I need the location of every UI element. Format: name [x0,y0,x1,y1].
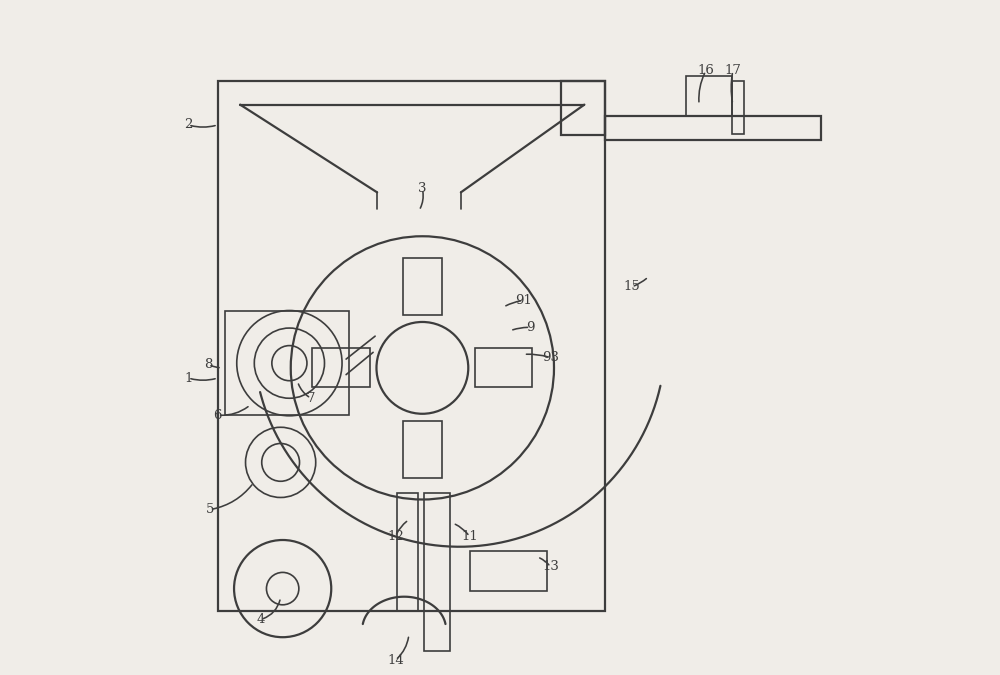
Text: 12: 12 [387,530,404,543]
Text: 13: 13 [542,560,559,574]
Bar [732,81,744,134]
Bar [561,81,605,135]
Bar [312,348,370,387]
Bar [397,493,418,611]
Text: 17: 17 [724,64,741,78]
Text: 8: 8 [204,358,213,371]
Text: 1: 1 [184,371,192,385]
Text: 16: 16 [697,64,714,78]
Bar [475,348,532,387]
Bar [424,493,450,651]
Bar [218,81,605,611]
Text: 9: 9 [526,321,535,334]
Text: 11: 11 [461,530,478,543]
Bar [470,551,547,591]
Bar [686,76,732,116]
Text: 91: 91 [515,294,532,307]
Text: 4: 4 [256,613,265,626]
Bar [605,116,821,140]
Text: 7: 7 [307,392,315,405]
Text: 15: 15 [623,280,640,294]
Text: 3: 3 [418,182,427,196]
Text: 2: 2 [184,118,192,132]
Text: 14: 14 [387,653,404,667]
Text: 5: 5 [206,503,214,516]
Bar [225,310,349,415]
Text: 6: 6 [214,408,222,422]
Bar [403,421,442,478]
Bar [403,258,442,315]
Text: 93: 93 [542,351,559,364]
